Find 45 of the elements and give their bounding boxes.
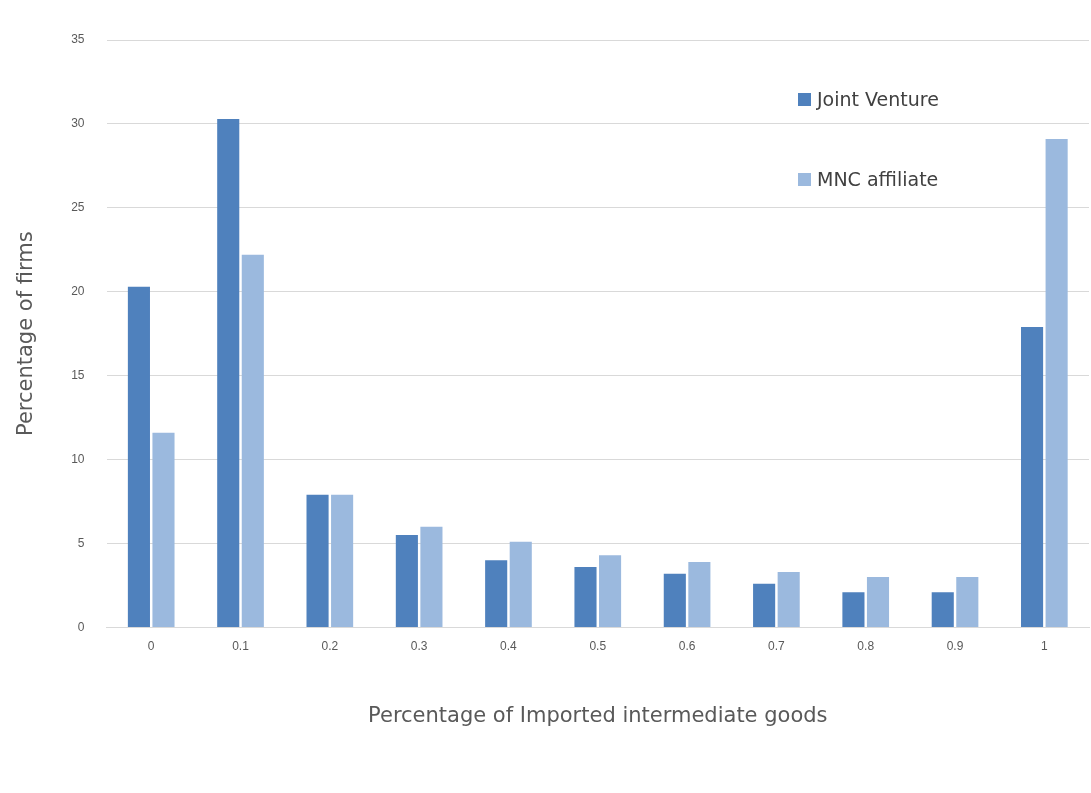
bar bbox=[931, 592, 954, 627]
y-tick-label: 30 bbox=[71, 116, 85, 131]
bar bbox=[956, 577, 979, 627]
x-tick-label: 0.2 bbox=[321, 638, 339, 653]
bar bbox=[331, 494, 354, 627]
bar bbox=[485, 560, 508, 627]
legend-label: Joint Venture bbox=[817, 88, 939, 110]
x-tick-label: 0.6 bbox=[678, 638, 696, 653]
bar bbox=[217, 118, 240, 627]
bar bbox=[1045, 139, 1068, 627]
bar bbox=[842, 592, 865, 627]
x-tick-label: 0 bbox=[147, 638, 155, 653]
bar bbox=[127, 286, 150, 627]
x-tick-label: 1 bbox=[1041, 638, 1048, 653]
bar bbox=[241, 254, 264, 627]
bar bbox=[395, 535, 418, 627]
x-tick-label: 0.3 bbox=[410, 638, 428, 653]
bar bbox=[663, 573, 686, 627]
y-tick-label: 5 bbox=[77, 535, 85, 550]
bar bbox=[574, 566, 597, 627]
bar bbox=[420, 526, 443, 627]
bar bbox=[688, 561, 711, 627]
y-tick-label: 20 bbox=[71, 284, 85, 299]
bar bbox=[599, 555, 622, 627]
x-tick-label: 0.5 bbox=[589, 638, 607, 653]
bar bbox=[866, 577, 890, 627]
x-tick-label: 0.4 bbox=[500, 638, 518, 653]
y-tick-label: 0 bbox=[77, 619, 85, 634]
bar bbox=[1021, 326, 1044, 627]
y-tick-label: 35 bbox=[71, 32, 85, 47]
legend-label: MNC affiliate bbox=[817, 168, 939, 190]
bar bbox=[306, 494, 329, 627]
bar bbox=[753, 583, 776, 627]
x-tick-label: 0.9 bbox=[946, 638, 964, 653]
bar bbox=[777, 572, 800, 627]
bar bbox=[509, 541, 532, 627]
bar bbox=[152, 432, 175, 627]
x-tick-label: 0.1 bbox=[232, 638, 250, 653]
y-axis-title: Percentage of firms bbox=[13, 231, 38, 437]
y-tick-label: 10 bbox=[71, 451, 85, 466]
x-axis-title: Percentage of Imported intermediate goods bbox=[368, 702, 828, 727]
x-tick-label: 0.7 bbox=[768, 638, 786, 653]
y-tick-label: 25 bbox=[71, 200, 85, 215]
x-tick-label: 0.8 bbox=[857, 638, 875, 653]
y-tick-label: 15 bbox=[71, 367, 85, 382]
